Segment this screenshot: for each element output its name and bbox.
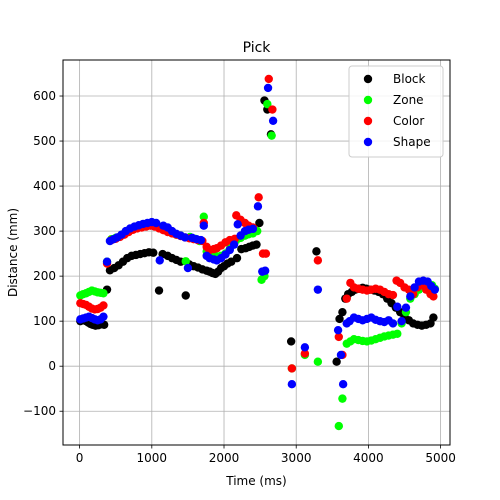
block-point — [232, 253, 242, 263]
y-tick-label: 400 — [33, 179, 56, 193]
zone-point — [263, 99, 272, 109]
shape-point — [248, 224, 258, 234]
shape-point — [336, 350, 346, 360]
block-point — [181, 291, 190, 300]
shape-point — [180, 233, 190, 242]
legend-label-shape: Shape — [393, 135, 431, 149]
legend-label-color: Color — [393, 114, 424, 128]
shape-point — [253, 202, 263, 211]
block-point — [149, 248, 158, 257]
shape-point — [430, 285, 440, 294]
chart-title: Pick — [243, 40, 272, 56]
color-point — [287, 364, 297, 373]
block-point — [252, 240, 261, 249]
y-tick-label: 300 — [33, 224, 56, 238]
color-point — [300, 349, 310, 358]
zone-point — [338, 394, 347, 403]
legend-marker-color — [363, 116, 373, 126]
shape-point — [196, 235, 206, 245]
shape-point — [155, 256, 164, 265]
color-point — [99, 301, 108, 310]
block-point — [429, 313, 438, 322]
y-tick-label: 500 — [33, 134, 56, 148]
shape-point — [313, 285, 323, 294]
data-points — [76, 74, 440, 431]
shape-point — [99, 312, 108, 321]
shape-point — [260, 266, 270, 275]
zone-point — [99, 289, 108, 298]
y-tick-label: 600 — [33, 89, 56, 103]
shape-point — [229, 240, 239, 249]
block-point — [255, 218, 264, 228]
shape-point — [233, 220, 242, 229]
color-point — [261, 249, 271, 258]
zone-point — [181, 257, 190, 266]
y-tick-label: 100 — [33, 314, 56, 328]
block-point — [338, 307, 347, 317]
shape-point — [388, 319, 398, 328]
shape-point — [199, 221, 208, 230]
zone-point — [199, 212, 208, 221]
axis-ticks: 0 1000 2000 3000 4000 5000 −100 0 100 200 300 400 50… — [23, 89, 456, 465]
shape-point — [183, 263, 193, 273]
block-point — [312, 247, 321, 256]
x-tick-label: 0 — [76, 451, 84, 465]
shape-point — [102, 257, 112, 266]
color-point — [388, 290, 398, 300]
color-point — [254, 193, 263, 202]
shape-point — [268, 116, 278, 125]
plot-frame — [62, 59, 451, 446]
shape-point — [287, 380, 297, 389]
legend-marker-shape — [363, 137, 373, 147]
legend-box — [348, 65, 444, 158]
block-point — [332, 357, 341, 366]
shape-point — [333, 325, 343, 335]
color-point — [334, 332, 344, 342]
color-point — [313, 256, 323, 265]
shape-point — [338, 380, 348, 389]
legend-label-block: Block — [393, 72, 426, 86]
shape-point — [151, 218, 161, 228]
x-tick-label: 5000 — [425, 451, 456, 465]
zone-point — [334, 421, 344, 431]
block-point — [286, 337, 296, 346]
y-tick-label: −100 — [23, 404, 56, 418]
legend-label-zone: Zone — [393, 93, 424, 107]
y-tick-label: 0 — [48, 359, 56, 373]
shape-point — [401, 303, 411, 312]
shape-point — [393, 302, 402, 311]
shape-point — [410, 283, 419, 292]
color-point — [264, 74, 273, 84]
color-point — [342, 294, 351, 303]
zone-point — [267, 131, 276, 140]
x-tick-label: 1000 — [137, 451, 168, 465]
series-shape — [76, 83, 440, 389]
shape-point — [300, 343, 310, 352]
x-tick-label: 2000 — [209, 451, 240, 465]
color-point — [268, 105, 277, 114]
block-point — [335, 314, 344, 324]
shape-point — [397, 316, 406, 326]
zone-point — [313, 357, 323, 366]
zone-point — [393, 329, 402, 338]
shape-point — [263, 83, 273, 93]
x-tick-label: 4000 — [353, 451, 384, 465]
legend-marker-block — [363, 74, 373, 84]
block-point — [154, 286, 164, 295]
color-point — [429, 292, 438, 301]
shape-point — [406, 292, 415, 301]
legend: Block Zone Color Shape — [348, 65, 444, 158]
y-axis-label: Distance (mm) — [6, 208, 20, 297]
x-axis-label: Time (ms) — [225, 474, 287, 488]
y-tick-label: 200 — [33, 269, 56, 283]
x-tick-label: 3000 — [281, 451, 312, 465]
legend-marker-zone — [363, 95, 373, 105]
